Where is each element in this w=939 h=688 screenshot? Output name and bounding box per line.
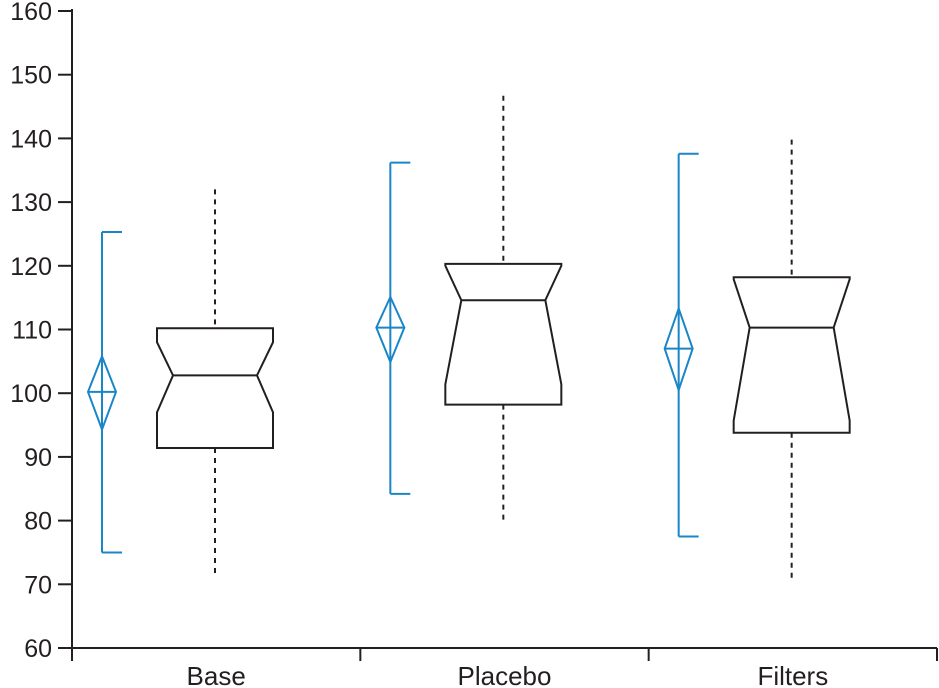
y-tick-label: 160 — [10, 0, 52, 26]
notched-box — [444, 262, 563, 406]
y-tick-label: 90 — [24, 444, 52, 472]
y-tick-label: 110 — [12, 317, 52, 345]
notched-box — [732, 276, 851, 434]
mean-diamond — [375, 294, 406, 365]
mean-diamond — [86, 353, 118, 433]
x-category-label: Placebo — [458, 661, 552, 688]
y-tick-label: 150 — [10, 62, 52, 90]
mean-diamond — [663, 305, 694, 394]
box-group — [156, 189, 274, 575]
x-category-label: Base — [187, 661, 246, 688]
notched-box — [156, 327, 274, 449]
y-tick-label: 130 — [10, 189, 52, 217]
marks — [86, 95, 851, 583]
axes: 60 70 80 90 100 110 120 130 140 150 160 Base Placebo… — [10, 0, 938, 688]
interval-group — [86, 231, 122, 554]
box-group — [732, 139, 851, 583]
box-group — [444, 95, 563, 521]
y-tick-label: 70 — [24, 571, 52, 599]
y-tick-label: 100 — [10, 380, 52, 408]
y-tick-label: 80 — [24, 508, 52, 536]
interval-group — [375, 161, 411, 495]
x-category-label: Filters — [757, 661, 828, 688]
interval-group — [663, 152, 699, 538]
y-tick-label: 60 — [24, 635, 52, 663]
y-tick-label: 140 — [10, 125, 52, 153]
y-tick-label: 120 — [10, 253, 52, 281]
